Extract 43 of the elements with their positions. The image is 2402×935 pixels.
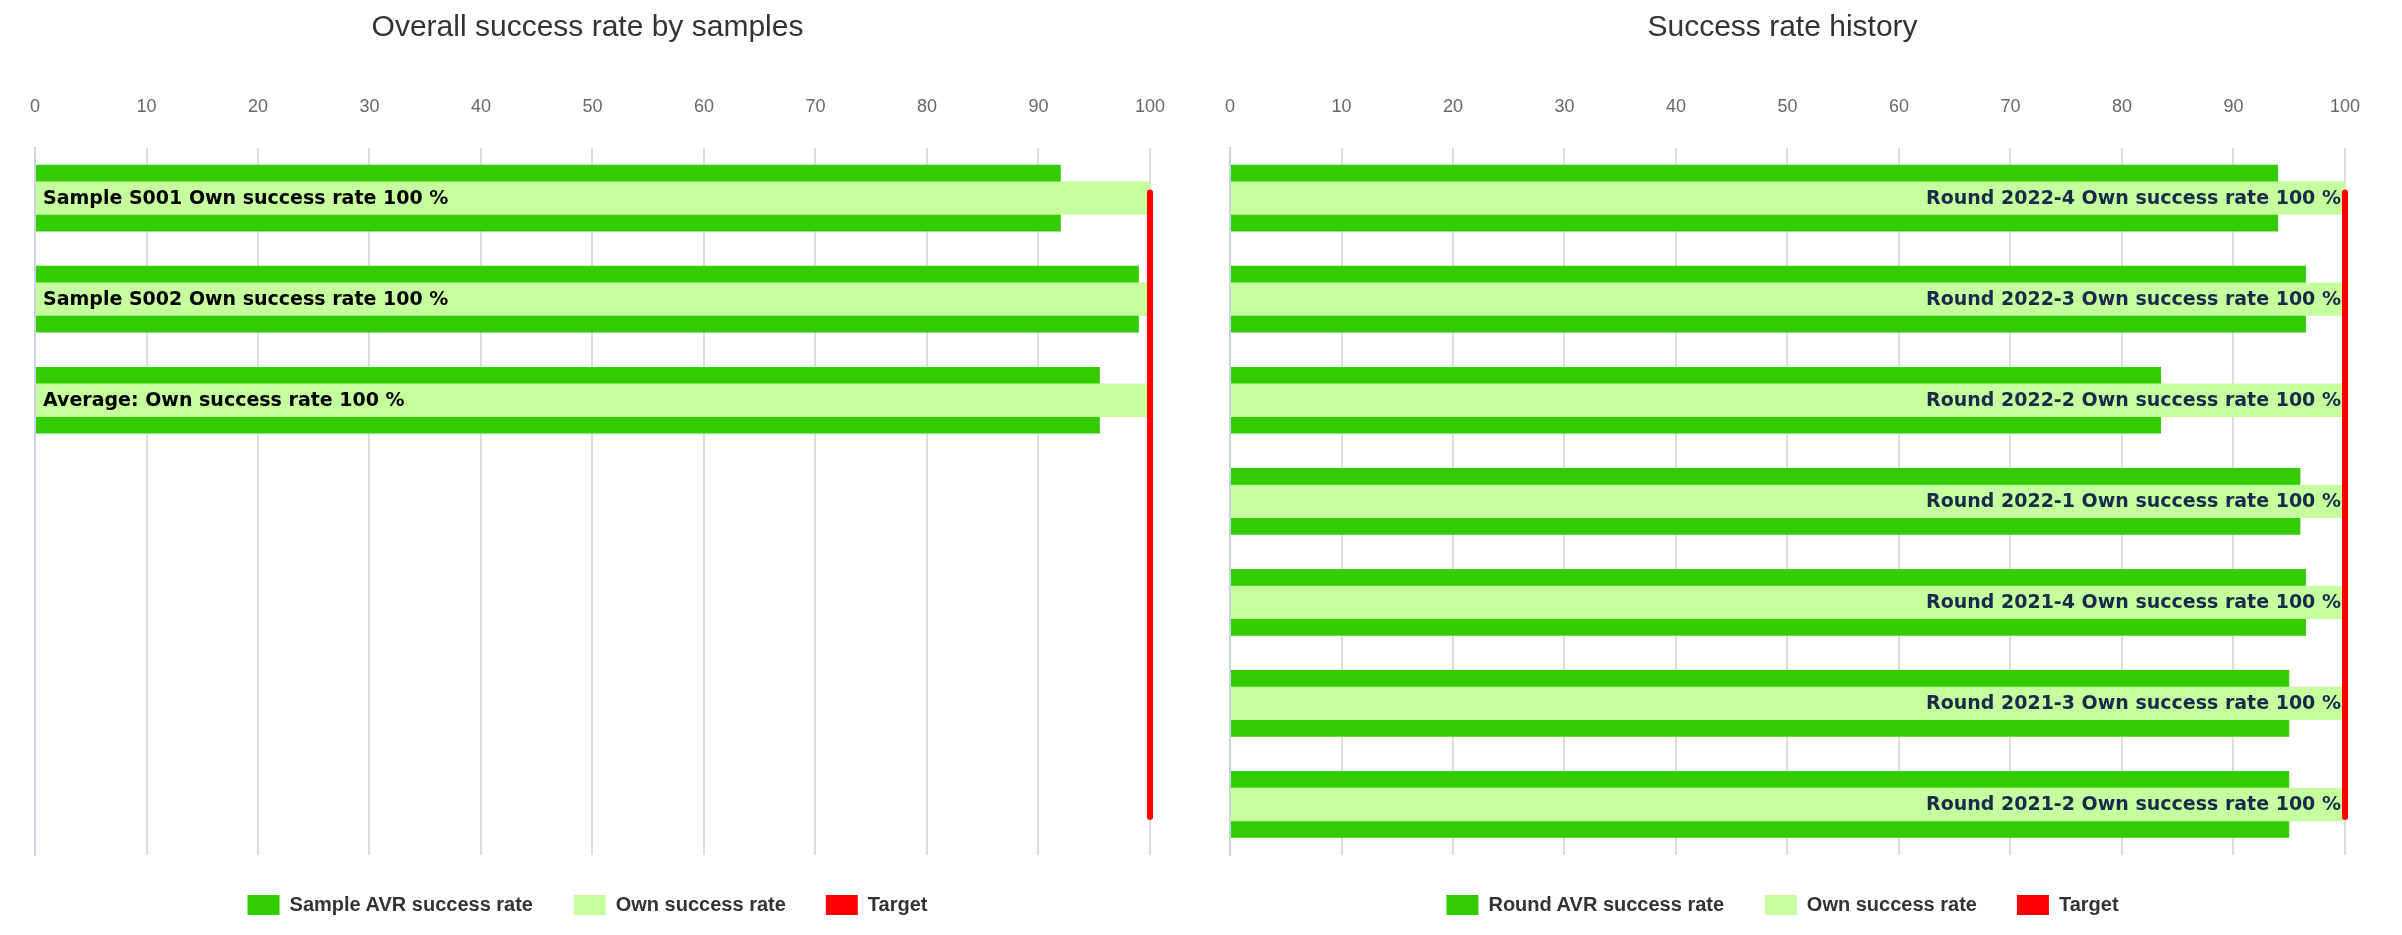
x-tick-label: 30 [1554,95,1575,116]
x-tick-label: 90 [2223,95,2244,116]
x-tick-label: 20 [1442,95,1464,116]
x-tick-label: 20 [247,95,269,116]
category-label: Average: Own success rate 100 % [43,388,405,411]
x-tick-label: 70 [2000,95,2021,116]
category-label: Sample S001 Own success rate 100 % [43,186,449,209]
category-label: Round 2022-4 Own success rate 100 % [1926,186,2341,209]
x-tick-label: 0 [30,95,41,116]
bar [36,181,1150,215]
x-tick-label: 80 [916,95,937,116]
x-tick-label: 60 [1888,95,1910,116]
bar [36,282,1150,316]
category-label: Sample S002 Own success rate 100 % [43,287,449,310]
x-tick-label: 40 [470,95,492,116]
x-tick-label: 10 [136,95,157,116]
x-tick-label: 60 [693,95,715,116]
x-tick-label: 0 [1225,95,1236,116]
legend-label: Round AVR success rate [1488,892,1725,915]
bar [36,383,1150,417]
legend-label: Own success rate [615,892,786,915]
legend-label: Sample AVR success rate [289,892,534,915]
category-label: Round 2022-2 Own success rate 100 % [1926,388,2341,411]
category-label: Round 2021-4 Own success rate 100 % [1926,590,2341,613]
x-tick-label: 100 [2329,95,2361,116]
category-label: Round 2022-1 Own success rate 100 % [1926,489,2341,512]
x-tick-label: 50 [1777,95,1798,116]
chart-title: Success rate history [1647,9,1918,43]
x-tick-label: 30 [359,95,380,116]
x-tick-label: 50 [582,95,603,116]
category-label: Round 2022-3 Own success rate 100 % [1926,287,2341,310]
category-label: Round 2021-3 Own success rate 100 % [1926,691,2341,714]
x-tick-label: 10 [1331,95,1352,116]
x-tick-label: 70 [805,95,826,116]
legend-label: Target [867,892,928,915]
legend-label: Own success rate [1806,892,1977,915]
legend-label: Target [2058,892,2119,915]
category-label: Round 2021-2 Own success rate 100 % [1926,792,2341,815]
x-tick-label: 100 [1134,95,1166,116]
x-tick-label: 90 [1028,95,1049,116]
x-tick-label: 80 [2111,95,2132,116]
chart-title: Overall success rate by samples [371,9,804,43]
x-tick-label: 40 [1665,95,1687,116]
